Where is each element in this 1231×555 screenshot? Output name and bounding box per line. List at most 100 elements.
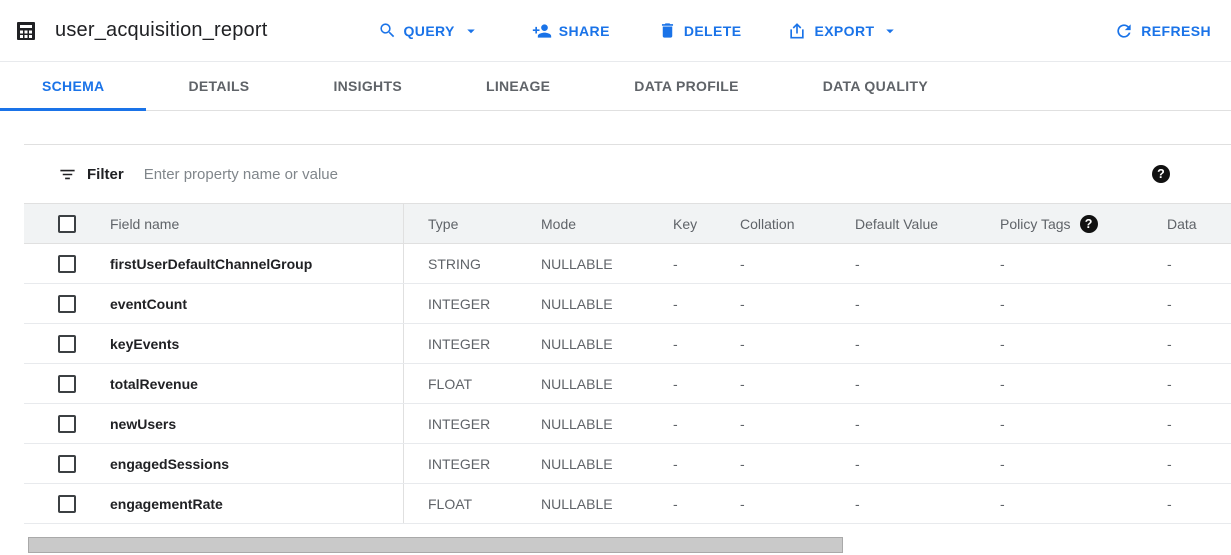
search-icon <box>378 21 397 40</box>
filter-input[interactable] <box>143 165 1231 183</box>
policy-tags-cell: - <box>1000 455 1005 472</box>
type-cell: INTEGER <box>403 324 517 363</box>
arrow-drop-down-icon <box>462 22 480 40</box>
row-checkbox[interactable] <box>58 414 76 433</box>
select-all-checkbox[interactable] <box>58 214 76 233</box>
column-header-key: Key <box>673 215 698 232</box>
policy-tags-cell: - <box>1000 255 1005 272</box>
collation-cell: - <box>740 335 745 352</box>
policy-tags-cell: - <box>1000 295 1005 312</box>
policy-tags-cell: - <box>1000 375 1005 392</box>
filter-bar: Filter <box>24 145 1231 203</box>
page-title: user_acquisition_report <box>55 19 268 41</box>
default-value-cell: - <box>855 415 860 432</box>
row-checkbox[interactable] <box>58 454 76 473</box>
mode-cell: NULLABLE <box>541 255 613 272</box>
default-value-cell: - <box>855 495 860 512</box>
query-button[interactable]: QUERY <box>378 21 480 40</box>
tab-data-quality[interactable]: DATA QUALITY <box>822 78 928 94</box>
type-cell: FLOAT <box>403 484 517 523</box>
column-header-data: Data <box>1167 215 1197 232</box>
table-row: eventCount INTEGER NULLABLE - - - - - <box>24 284 1231 324</box>
table-row: newUsers INTEGER NULLABLE - - - - - <box>24 404 1231 444</box>
tab-lineage[interactable]: LINEAGE <box>485 78 551 94</box>
type-cell: FLOAT <box>403 364 517 403</box>
table-row: engagementRate FLOAT NULLABLE - - - - - <box>24 484 1231 524</box>
column-header-mode: Mode <box>541 215 577 232</box>
filter-help-icon[interactable] <box>1152 165 1170 183</box>
tab-bar: SCHEMA DETAILS INSIGHTS LINEAGE DATA PRO… <box>0 62 1231 111</box>
mode-cell: NULLABLE <box>541 415 613 432</box>
query-button-label: QUERY <box>403 22 455 39</box>
mode-cell: NULLABLE <box>541 375 613 392</box>
collation-cell: - <box>740 495 745 512</box>
export-button[interactable]: EXPORT <box>787 21 899 41</box>
default-value-cell: - <box>855 335 860 352</box>
row-checkbox[interactable] <box>58 494 76 513</box>
table-body: firstUserDefaultChannelGroup STRING NULL… <box>24 244 1231 524</box>
mode-cell: NULLABLE <box>541 495 613 512</box>
default-value-cell: - <box>855 455 860 472</box>
field-name-cell: totalRevenue <box>110 375 198 392</box>
column-header-default-value: Default Value <box>855 215 939 232</box>
key-cell: - <box>673 255 678 272</box>
data-cell: - <box>1167 415 1172 432</box>
row-checkbox[interactable] <box>58 334 76 353</box>
trash-icon <box>658 21 677 40</box>
policy-tags-cell: - <box>1000 495 1005 512</box>
policy-tags-cell: - <box>1000 335 1005 352</box>
data-cell: - <box>1167 495 1172 512</box>
table-row: engagedSessions INTEGER NULLABLE - - - -… <box>24 444 1231 484</box>
horizontal-scrollbar-thumb[interactable] <box>28 537 843 553</box>
schema-panel: Filter Field name Type Mode Key Collatio… <box>24 144 1231 524</box>
share-button[interactable]: SHARE <box>532 21 610 41</box>
data-cell: - <box>1167 335 1172 352</box>
table-row: keyEvents INTEGER NULLABLE - - - - - <box>24 324 1231 364</box>
key-cell: - <box>673 455 678 472</box>
column-header-type: Type <box>403 204 517 243</box>
field-name-cell: firstUserDefaultChannelGroup <box>110 255 313 272</box>
type-cell: INTEGER <box>403 284 517 323</box>
refresh-button-label: REFRESH <box>1141 22 1211 39</box>
delete-button-label: DELETE <box>683 22 742 39</box>
collation-cell: - <box>740 375 745 392</box>
data-cell: - <box>1167 455 1172 472</box>
type-cell: INTEGER <box>403 444 517 483</box>
data-cell: - <box>1167 295 1172 312</box>
key-cell: - <box>673 375 678 392</box>
default-value-cell: - <box>855 375 860 392</box>
field-name-cell: keyEvents <box>110 335 180 352</box>
filter-icon <box>58 165 77 184</box>
tab-data-profile[interactable]: DATA PROFILE <box>634 78 739 94</box>
data-cell: - <box>1167 255 1172 272</box>
mode-cell: NULLABLE <box>541 455 613 472</box>
arrow-drop-down-icon <box>881 22 899 40</box>
column-header-policy-tags: Policy Tags <box>976 204 1143 243</box>
field-name-cell: engagedSessions <box>110 455 230 472</box>
field-name-cell: newUsers <box>110 415 177 432</box>
tab-details[interactable]: DETAILS <box>188 78 250 94</box>
upload-icon <box>787 21 807 41</box>
filter-label: Filter <box>87 165 124 183</box>
field-name-cell: engagementRate <box>110 495 223 512</box>
delete-button[interactable]: DELETE <box>658 21 742 40</box>
policy-tags-cell: - <box>1000 415 1005 432</box>
policy-tags-help-icon[interactable] <box>1079 214 1098 233</box>
row-checkbox[interactable] <box>58 254 76 273</box>
export-button-label: EXPORT <box>814 22 875 39</box>
key-cell: - <box>673 495 678 512</box>
table-action-bar: user_acquisition_report QUERY SHARE DELE… <box>0 0 1231 62</box>
default-value-cell: - <box>855 295 860 312</box>
tab-insights[interactable]: INSIGHTS <box>333 78 402 94</box>
share-button-label: SHARE <box>558 22 610 39</box>
row-checkbox[interactable] <box>58 294 76 313</box>
key-cell: - <box>673 415 678 432</box>
tab-schema[interactable]: SCHEMA <box>0 62 147 111</box>
key-cell: - <box>673 295 678 312</box>
field-name-cell: eventCount <box>110 295 187 312</box>
refresh-button[interactable]: REFRESH <box>1114 21 1211 41</box>
collation-cell: - <box>740 415 745 432</box>
key-cell: - <box>673 335 678 352</box>
policy-tags-label: Policy Tags <box>1000 215 1071 232</box>
row-checkbox[interactable] <box>58 374 76 393</box>
